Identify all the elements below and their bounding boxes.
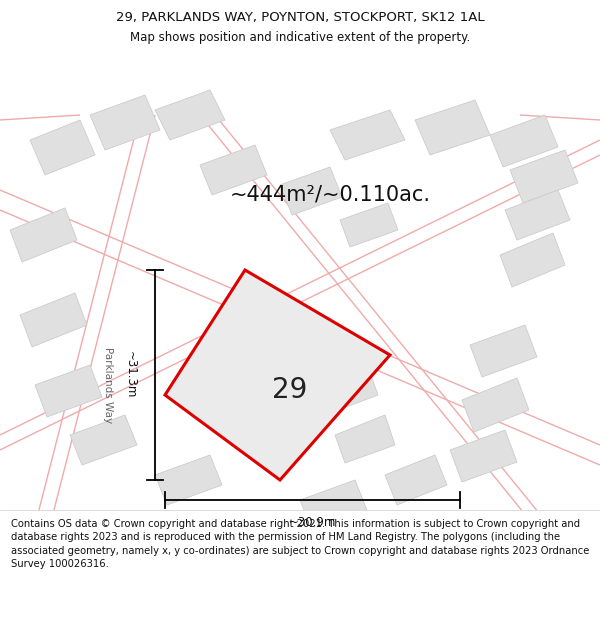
Polygon shape: [35, 365, 102, 417]
Polygon shape: [470, 325, 537, 377]
Polygon shape: [335, 415, 395, 463]
Text: ~31.3m: ~31.3m: [124, 351, 137, 399]
Polygon shape: [340, 203, 398, 247]
Polygon shape: [10, 208, 77, 262]
Polygon shape: [450, 430, 517, 482]
Polygon shape: [490, 115, 558, 167]
Polygon shape: [462, 378, 529, 432]
Polygon shape: [20, 293, 87, 347]
Text: 29: 29: [272, 376, 308, 404]
Polygon shape: [165, 270, 390, 480]
Polygon shape: [280, 167, 342, 215]
Polygon shape: [90, 95, 160, 150]
Polygon shape: [500, 233, 565, 287]
Text: ~444m²/~0.110ac.: ~444m²/~0.110ac.: [229, 185, 431, 205]
Polygon shape: [300, 480, 367, 530]
Polygon shape: [415, 100, 490, 155]
Text: Parklands Way: Parklands Way: [103, 347, 113, 423]
Polygon shape: [155, 90, 225, 140]
Polygon shape: [30, 120, 95, 175]
Text: 29, PARKLANDS WAY, POYNTON, STOCKPORT, SK12 1AL: 29, PARKLANDS WAY, POYNTON, STOCKPORT, S…: [116, 11, 484, 24]
Polygon shape: [320, 367, 378, 413]
Text: Contains OS data © Crown copyright and database right 2021. This information is : Contains OS data © Crown copyright and d…: [11, 519, 589, 569]
Polygon shape: [330, 110, 405, 160]
Polygon shape: [385, 455, 447, 505]
Polygon shape: [510, 150, 578, 203]
Polygon shape: [155, 455, 222, 505]
Polygon shape: [70, 415, 137, 465]
Text: Map shows position and indicative extent of the property.: Map shows position and indicative extent…: [130, 31, 470, 44]
Text: ~30.9m: ~30.9m: [289, 516, 335, 529]
Polygon shape: [505, 190, 570, 240]
Polygon shape: [200, 145, 267, 195]
